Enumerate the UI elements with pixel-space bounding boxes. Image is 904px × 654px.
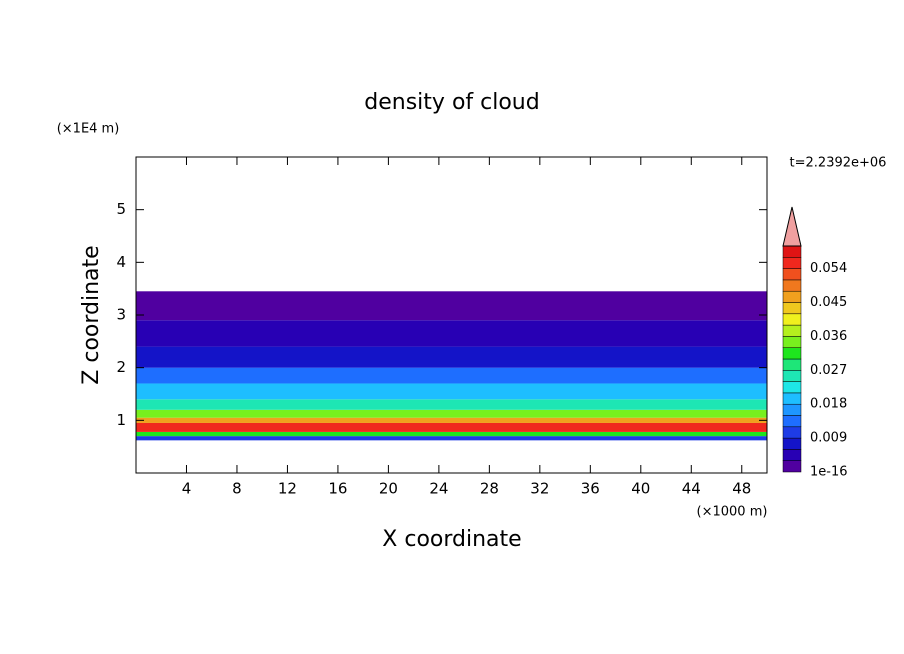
colorbar-label: 0.045 <box>810 295 847 310</box>
x-tick-label: 48 <box>732 480 751 498</box>
chart-title: density of cloud <box>364 90 539 115</box>
colorbar-box <box>782 257 802 269</box>
colorbar-box <box>782 437 802 450</box>
colorbar-box <box>782 347 802 360</box>
colorbar-box <box>782 268 802 281</box>
colorbar-label: 0.036 <box>810 329 847 344</box>
x-tick-label: 16 <box>328 480 347 498</box>
x-tick-label: 40 <box>631 480 650 498</box>
x-tick-label: 12 <box>278 480 297 498</box>
colorbar-box <box>782 302 802 315</box>
contour-band <box>136 422 767 432</box>
colorbar-label: 0.018 <box>810 397 847 412</box>
x-tick-label: 28 <box>480 480 499 498</box>
contour-band <box>136 417 767 423</box>
colorbar-box <box>782 313 802 326</box>
colorbar-box <box>782 426 802 439</box>
colorbar-box <box>782 336 802 348</box>
colorbar-label: 0.054 <box>810 261 847 276</box>
colorbar-box <box>782 392 802 405</box>
contour-band <box>136 320 767 347</box>
x-axis-label: X coordinate <box>382 527 521 552</box>
y-tick-label: 1 <box>116 411 126 429</box>
colorbar-label: 0.009 <box>810 431 847 446</box>
y-tick-label: 4 <box>116 253 126 271</box>
x-tick-label: 32 <box>530 480 549 498</box>
x-tick-label: 36 <box>581 480 600 498</box>
colorbar-over <box>782 206 802 247</box>
colorbar-box <box>782 290 802 303</box>
contour-band <box>136 346 767 368</box>
x-tick-label: 24 <box>429 480 448 498</box>
y-tick-label: 3 <box>116 306 126 324</box>
x-tick-label: 4 <box>182 480 192 498</box>
contour-band <box>136 399 767 410</box>
colorbar-box <box>782 381 802 394</box>
contour-band <box>136 431 767 437</box>
colorbar-box <box>782 279 802 292</box>
y-unit: (×1E4 m) <box>57 122 120 137</box>
x-tick-label: 44 <box>682 480 701 498</box>
y-axis-label: Z coordinate <box>79 245 104 384</box>
y-tick-label: 5 <box>116 200 126 218</box>
colorbar-box <box>782 358 802 371</box>
colorbar-box <box>782 370 802 382</box>
colorbar-box <box>782 324 802 337</box>
contour-band <box>136 436 767 441</box>
time-label: t=2.2392e+06 <box>790 156 887 171</box>
y-tick-label: 2 <box>116 358 126 376</box>
contour-band <box>136 383 767 400</box>
colorbar-box <box>782 460 802 473</box>
colorbar-box <box>782 449 802 461</box>
colorbar-box <box>782 415 802 428</box>
x-tick-label: 8 <box>232 480 242 498</box>
colorbar-box <box>782 245 802 258</box>
contour-band <box>136 291 767 321</box>
contour-band <box>136 367 767 384</box>
x-unit: (×1000 m) <box>697 505 768 520</box>
contour-band <box>136 409 767 418</box>
colorbar-label: 1e-16 <box>810 465 848 480</box>
colorbar-box <box>782 403 802 416</box>
x-tick-label: 20 <box>379 480 398 498</box>
colorbar-label: 0.027 <box>810 363 847 378</box>
